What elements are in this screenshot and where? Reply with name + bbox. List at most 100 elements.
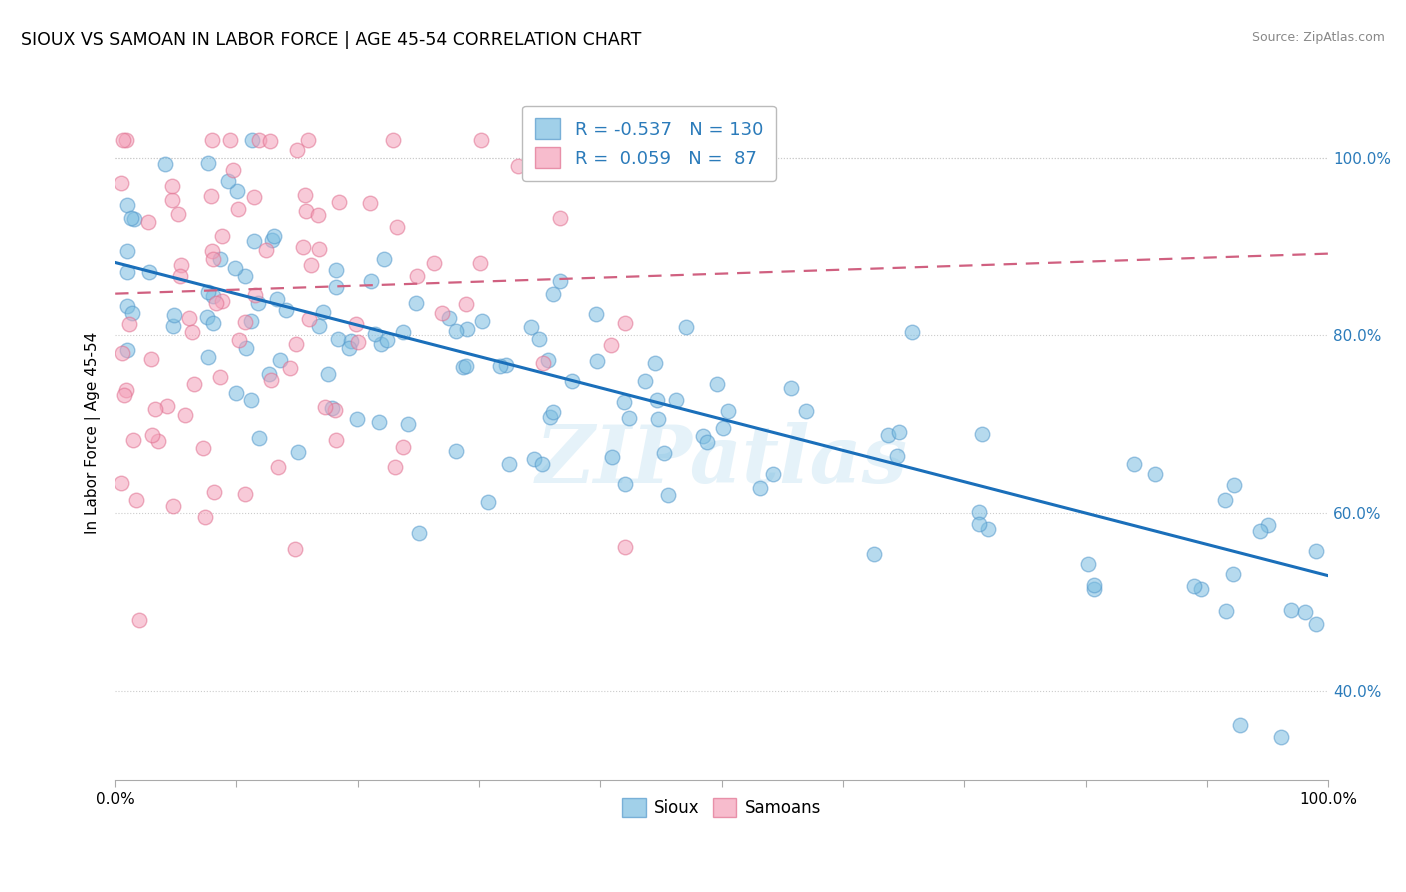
Point <box>326 332 349 346</box>
Text: Source: ZipAtlas.com: Source: ZipAtlas.com <box>1251 31 1385 45</box>
Point <box>392 326 415 340</box>
Point <box>295 204 318 219</box>
Point <box>183 376 205 391</box>
Point <box>530 457 553 471</box>
Point <box>561 374 583 388</box>
Point <box>111 345 134 359</box>
Point <box>977 522 1000 536</box>
Point <box>285 143 308 157</box>
Point <box>446 444 468 458</box>
Point <box>533 356 555 370</box>
Point <box>278 361 301 376</box>
Point <box>1279 603 1302 617</box>
Point <box>454 297 477 311</box>
Point <box>228 333 250 347</box>
Point <box>761 467 783 481</box>
Point <box>405 269 427 284</box>
Point <box>644 356 666 370</box>
Point <box>180 326 202 340</box>
Point <box>122 433 145 447</box>
Point <box>619 411 641 425</box>
Point <box>179 310 201 325</box>
Point <box>160 179 183 194</box>
Point <box>136 214 159 228</box>
Point <box>225 386 247 401</box>
Point <box>169 269 191 284</box>
Point <box>423 256 446 270</box>
Point <box>285 336 308 351</box>
Point <box>294 187 316 202</box>
Point <box>610 133 633 147</box>
Point <box>328 195 350 210</box>
Point <box>297 133 319 147</box>
Point <box>194 509 217 524</box>
Point <box>541 405 564 419</box>
Point <box>200 188 222 202</box>
Point <box>477 495 499 509</box>
Point <box>257 368 280 382</box>
Point <box>498 457 520 471</box>
Point <box>122 212 145 227</box>
Text: SIOUX VS SAMOAN IN LABOR FORCE | AGE 45-54 CORRELATION CHART: SIOUX VS SAMOAN IN LABOR FORCE | AGE 45-… <box>21 31 641 49</box>
Point <box>117 343 139 357</box>
Point <box>652 446 675 460</box>
Point <box>247 295 270 310</box>
Point <box>163 308 186 322</box>
Point <box>249 133 271 147</box>
Point <box>696 434 718 449</box>
Point <box>299 258 322 272</box>
Point <box>160 193 183 207</box>
Point <box>967 516 990 531</box>
Point <box>599 338 621 352</box>
Point <box>749 481 772 495</box>
Point <box>209 252 232 267</box>
Point <box>1229 718 1251 732</box>
Point <box>541 286 564 301</box>
Text: ZIPatlas: ZIPatlas <box>536 422 908 500</box>
Point <box>240 133 263 147</box>
Point <box>222 162 245 177</box>
Point <box>233 268 256 283</box>
Point <box>346 412 368 426</box>
Point <box>384 459 406 474</box>
Point <box>385 220 408 235</box>
Point <box>381 133 404 147</box>
Point <box>249 431 271 445</box>
Point <box>120 211 142 225</box>
Point <box>114 133 136 147</box>
Point <box>211 294 233 309</box>
Point <box>344 317 367 331</box>
Point <box>1083 577 1105 591</box>
Point <box>235 315 257 329</box>
Point <box>308 242 330 256</box>
Point <box>1270 731 1292 745</box>
Point <box>360 273 382 287</box>
Point <box>456 322 478 336</box>
Point <box>197 285 219 299</box>
Point <box>1257 517 1279 532</box>
Point <box>370 336 392 351</box>
Point <box>211 229 233 244</box>
Point <box>167 207 190 221</box>
Point <box>437 311 460 326</box>
Point <box>717 403 740 417</box>
Point <box>291 240 314 254</box>
Point <box>711 420 734 434</box>
Point <box>1223 478 1246 492</box>
Point <box>316 367 339 381</box>
Point <box>1305 543 1327 558</box>
Point <box>128 613 150 627</box>
Point <box>201 244 224 258</box>
Point <box>225 184 247 198</box>
Point <box>1215 604 1237 618</box>
Point <box>347 335 370 350</box>
Point <box>657 488 679 502</box>
Point <box>195 310 218 324</box>
Point <box>863 547 886 561</box>
Point <box>226 202 249 216</box>
Point <box>235 341 257 355</box>
Point <box>110 475 132 490</box>
Point <box>204 296 226 310</box>
Point <box>706 377 728 392</box>
Point <box>1294 605 1316 619</box>
